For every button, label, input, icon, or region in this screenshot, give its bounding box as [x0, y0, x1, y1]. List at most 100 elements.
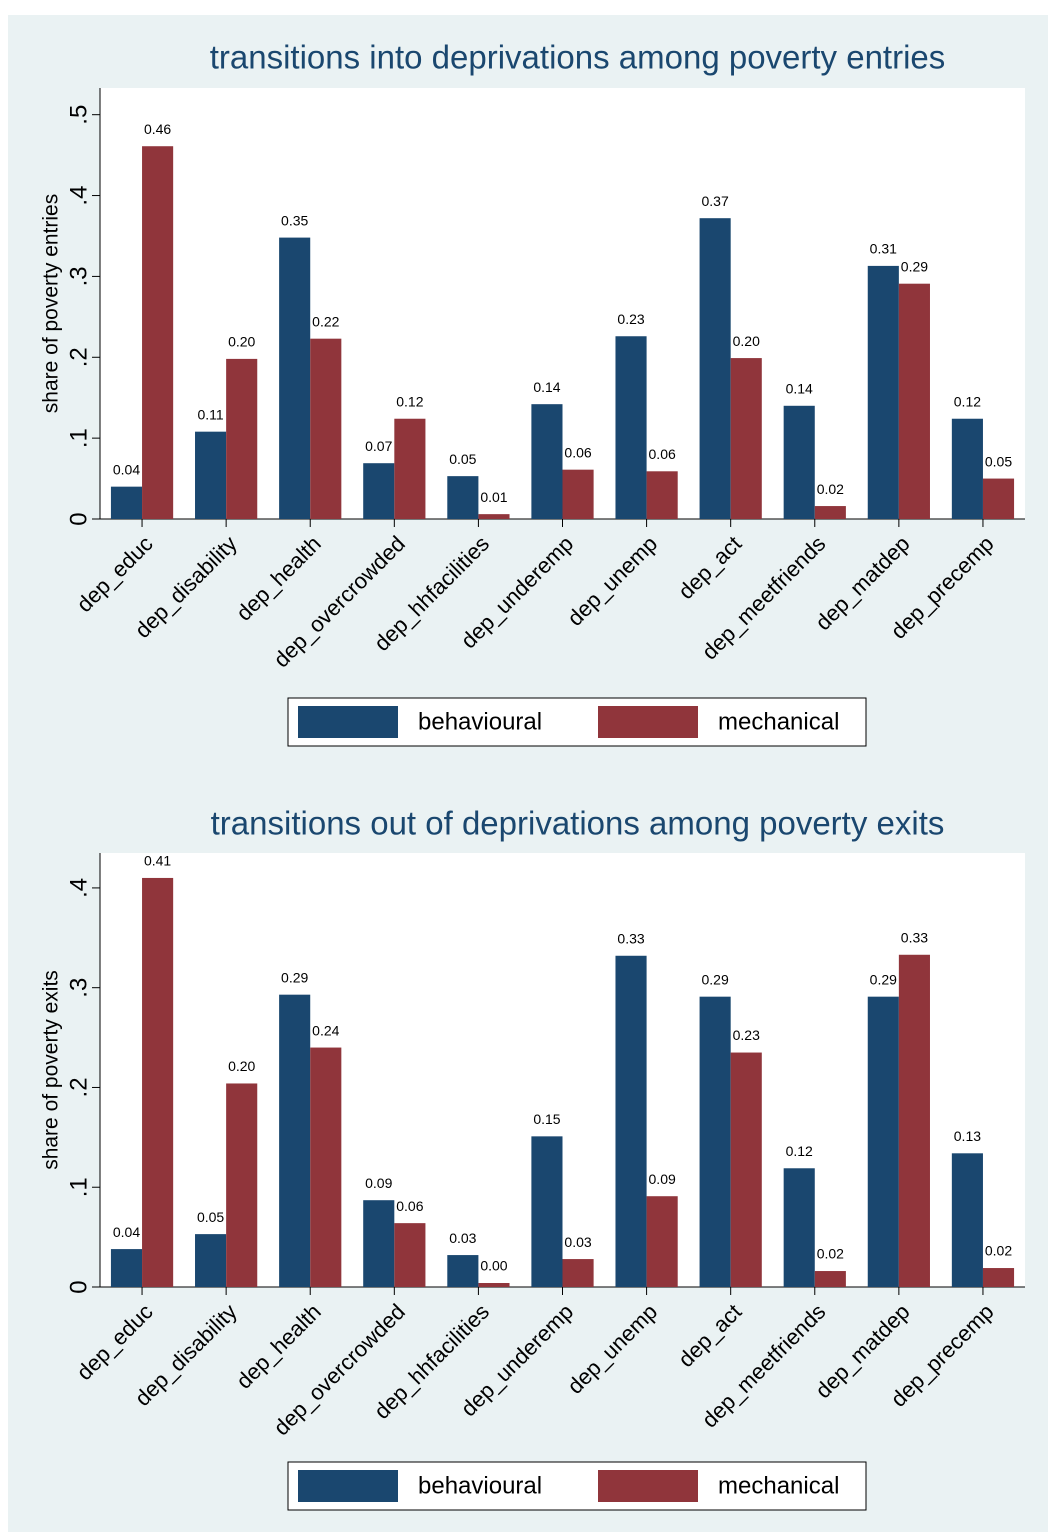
bar — [867, 996, 899, 1287]
value-label: 0.15 — [533, 1111, 560, 1127]
bar — [195, 1234, 227, 1287]
value-label: 0.41 — [144, 853, 171, 869]
value-label: 0.09 — [365, 1175, 392, 1191]
bar — [447, 476, 479, 519]
y-tick-label: .2 — [65, 347, 92, 367]
bar — [478, 1283, 510, 1287]
value-label: 0.01 — [480, 489, 507, 505]
value-label: 0.05 — [449, 451, 476, 467]
bar — [562, 469, 594, 519]
value-label: 0.05 — [197, 1209, 224, 1225]
bar — [699, 996, 731, 1287]
y-tick-label: .1 — [65, 428, 92, 448]
bar — [562, 1259, 594, 1287]
bar — [783, 405, 815, 519]
value-label: 0.23 — [617, 311, 644, 327]
y-axis-title: share of poverty exits — [40, 970, 63, 1170]
bar — [730, 1052, 762, 1287]
y-tick-label: .4 — [65, 878, 92, 898]
value-label: 0.12 — [786, 1143, 813, 1159]
bar — [279, 237, 311, 519]
bar — [898, 283, 930, 519]
value-label: 0.37 — [702, 193, 729, 209]
bar — [110, 486, 143, 519]
bar — [310, 338, 342, 519]
legend-label: behavioural — [418, 708, 542, 735]
bar — [363, 463, 395, 519]
bar — [394, 1223, 426, 1287]
bar — [615, 336, 647, 519]
legend-label: behavioural — [418, 1472, 542, 1499]
bar — [730, 358, 762, 519]
value-label: 0.06 — [649, 446, 676, 462]
bar — [226, 1083, 258, 1287]
value-label: 0.12 — [396, 393, 423, 409]
bar — [615, 955, 647, 1287]
value-label: 0.07 — [365, 438, 392, 454]
value-label: 0.20 — [228, 1058, 255, 1074]
bar — [226, 358, 258, 519]
bar — [646, 471, 678, 519]
legend-swatch — [598, 1470, 698, 1502]
bar — [531, 404, 563, 519]
value-label: 0.03 — [449, 1230, 476, 1246]
bar — [982, 1268, 1015, 1287]
value-label: 0.20 — [733, 333, 760, 349]
value-label: 0.29 — [901, 258, 928, 274]
value-label: 0.11 — [197, 406, 223, 422]
value-label: 0.31 — [870, 241, 897, 257]
bar — [867, 265, 899, 519]
value-label: 0.06 — [564, 444, 591, 460]
y-tick-label: .4 — [65, 186, 92, 206]
value-label: 0.09 — [649, 1171, 676, 1187]
value-label: 0.33 — [901, 929, 928, 945]
value-label: 0.23 — [733, 1027, 760, 1043]
bar — [394, 418, 426, 519]
value-label: 0.14 — [533, 379, 560, 395]
y-tick-label: 0 — [65, 1280, 92, 1293]
value-label: 0.03 — [564, 1234, 591, 1250]
value-label: 0.02 — [817, 481, 844, 497]
bar — [279, 994, 311, 1287]
y-tick-label: .1 — [65, 1177, 92, 1197]
y-tick-label: .3 — [65, 978, 92, 998]
bar — [951, 418, 983, 519]
value-label: 0.02 — [817, 1246, 844, 1262]
bar — [699, 218, 731, 519]
y-tick-label: .3 — [65, 266, 92, 286]
bar — [478, 514, 510, 519]
value-label: 0.04 — [113, 461, 140, 477]
y-tick-label: .5 — [65, 105, 92, 125]
bar — [447, 1255, 479, 1287]
y-tick-label: 0 — [65, 512, 92, 525]
value-label: 0.29 — [870, 971, 897, 987]
chart-title: transitions out of deprivations among po… — [211, 805, 945, 842]
bar — [195, 431, 227, 519]
value-label: 0.24 — [312, 1022, 339, 1038]
legend-label: mechanical — [718, 1472, 839, 1499]
value-label: 0.33 — [617, 930, 644, 946]
value-label: 0.12 — [954, 393, 981, 409]
value-label: 0.29 — [702, 971, 729, 987]
legend-swatch — [298, 706, 398, 738]
bar — [814, 1271, 846, 1287]
bar — [646, 1196, 678, 1287]
legend-swatch — [598, 706, 698, 738]
value-label: 0.22 — [312, 313, 339, 329]
value-label: 0.20 — [228, 334, 255, 350]
bar — [142, 146, 174, 520]
value-label: 0.29 — [281, 969, 308, 985]
bar — [142, 877, 174, 1287]
legend-swatch — [298, 1470, 398, 1502]
value-label: 0.46 — [144, 121, 171, 137]
value-label: 0.14 — [786, 380, 813, 396]
value-label: 0.02 — [985, 1243, 1012, 1259]
bar — [110, 1249, 143, 1287]
bar — [814, 506, 846, 519]
bar — [310, 1047, 342, 1287]
value-label: 0.06 — [396, 1198, 423, 1214]
value-label: 0.35 — [281, 212, 308, 228]
bar — [363, 1200, 395, 1287]
bar — [951, 1153, 983, 1287]
